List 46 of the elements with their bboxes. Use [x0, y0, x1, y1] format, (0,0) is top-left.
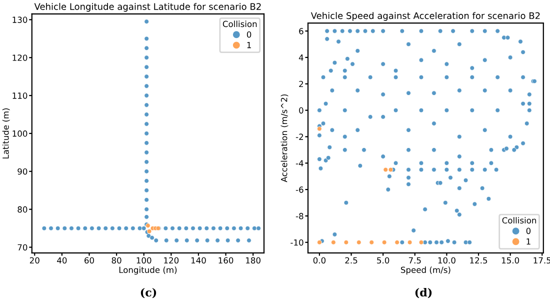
x-tick-label: 120	[164, 257, 179, 264]
x-tick-label: 12.5	[470, 257, 488, 264]
x-tick-label: 180	[246, 257, 260, 264]
x-tick-label: 100	[136, 257, 152, 264]
x-tick-label: 40	[57, 257, 67, 264]
y-tick-label: 100	[12, 130, 28, 137]
x-tick-label: 15.0	[502, 257, 520, 264]
legend-label: 1	[247, 42, 251, 48]
legend-label: 0	[526, 228, 531, 234]
x-tick-label: 10.0	[438, 257, 456, 264]
legend-title: Collision	[502, 217, 536, 224]
x-tick-label: 140	[191, 257, 206, 264]
y-tick-label: 4	[298, 54, 304, 61]
x-tick-label: 20	[30, 257, 40, 264]
legend-label: 1	[526, 238, 530, 245]
y-tick-label: 80	[18, 206, 28, 213]
y-tick-label: -10	[290, 239, 304, 246]
x-tick-label: 2.5	[345, 257, 358, 264]
chart-title: Vehicle Speed against Acceleration for scenario B2	[310, 12, 540, 21]
text: (c)	[140, 288, 156, 298]
x-tick-label: 7.5	[408, 257, 421, 264]
y-tick-label: -6	[296, 186, 304, 193]
y-tick-label: 70	[18, 244, 28, 251]
y-axis-title: Acceleration (m/s^2)	[280, 94, 288, 182]
y-tick-label: 90	[18, 168, 28, 175]
x-tick-label: 160	[218, 257, 234, 264]
y-tick-label: -4	[296, 160, 304, 166]
y-tick-label: 110	[12, 92, 28, 99]
x-tick-label: 60	[84, 257, 94, 264]
y-tick-label: 130	[12, 16, 28, 23]
y-tick-label: -8	[296, 212, 304, 220]
legend-title: Collision	[222, 20, 257, 28]
x-tick-label: 5.0	[377, 257, 390, 264]
y-tick-label: 0	[299, 107, 304, 114]
chart-title: Vehicle Longitude against Latitude for scenario B2	[34, 2, 261, 12]
y-tick-label: -2	[296, 134, 303, 140]
text: (d)	[415, 288, 432, 298]
x-axis-title: Longitude (m)	[119, 266, 177, 275]
y-tick-label: 6	[299, 28, 304, 34]
y-tick-label: 120	[12, 54, 28, 61]
x-tick-label: 80	[112, 257, 122, 264]
x-axis-title: Speed (m/s)	[400, 266, 450, 275]
y-tick-label: 2	[299, 80, 303, 88]
y-axis-title: Latitude (m)	[2, 108, 10, 158]
legend-label: 0	[246, 31, 252, 38]
x-tick-label: 0.0	[313, 257, 326, 264]
